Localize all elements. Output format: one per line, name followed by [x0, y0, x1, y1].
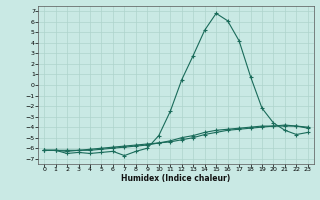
X-axis label: Humidex (Indice chaleur): Humidex (Indice chaleur)	[121, 174, 231, 183]
